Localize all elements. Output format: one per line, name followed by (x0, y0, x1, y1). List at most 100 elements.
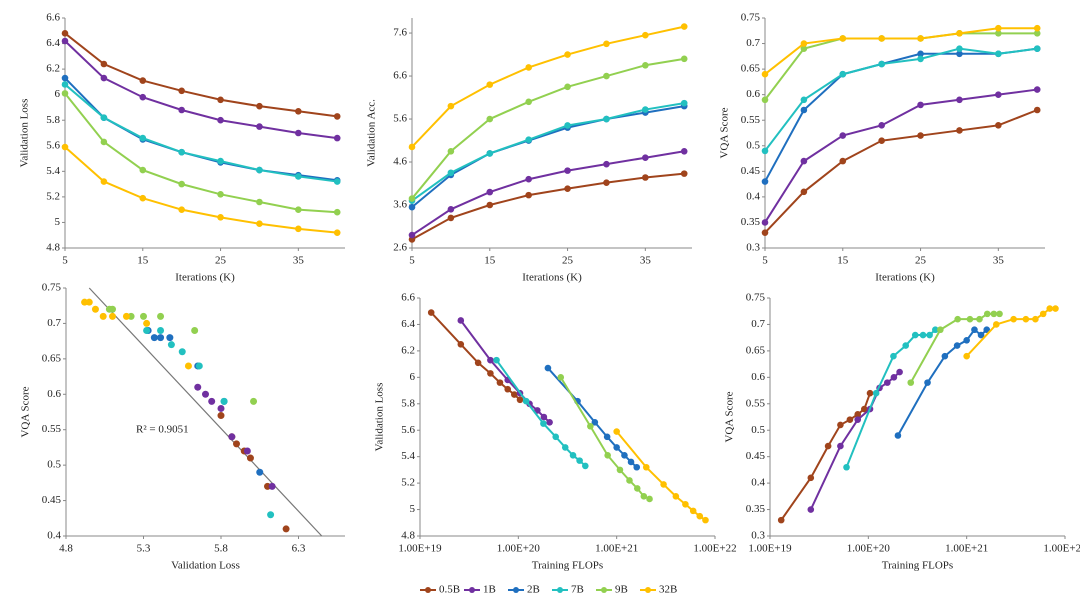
point (100, 178, 108, 185)
point (333, 178, 341, 185)
point (522, 397, 530, 405)
point (256, 198, 263, 206)
legend-label: 0.5B (439, 584, 460, 596)
y-axis-label: VQA Score (719, 107, 731, 158)
y-tick-label: 0.75 (741, 12, 761, 24)
point (256, 102, 263, 110)
point (496, 379, 504, 386)
x-tick-label: 1.00E+19 (748, 543, 792, 555)
legend-label: 7B (571, 584, 584, 596)
point (1032, 315, 1039, 323)
point (546, 418, 553, 426)
point (139, 166, 147, 174)
point (603, 40, 610, 48)
point (878, 137, 885, 144)
series-line (764, 47, 1038, 152)
x-tick-label: 35 (640, 255, 652, 267)
series-line (411, 102, 685, 202)
point (890, 352, 897, 360)
point (1022, 315, 1030, 323)
point (890, 374, 898, 381)
point (956, 45, 963, 52)
point (139, 134, 147, 142)
y-tick-label: 5 (55, 216, 61, 228)
point (486, 81, 494, 88)
point (837, 421, 844, 429)
point (995, 24, 1002, 32)
point (603, 179, 610, 186)
point (217, 191, 224, 198)
point (178, 87, 185, 95)
point (243, 447, 251, 455)
y-tick-label: 6.6 (393, 70, 407, 82)
x-axis-label: Validation Loss (171, 560, 240, 572)
point (474, 359, 482, 367)
y-tick-label: 0.5 (47, 459, 61, 471)
trendline (88, 287, 323, 537)
point (839, 132, 847, 139)
y-tick-label: 5.6 (46, 139, 60, 151)
point (603, 72, 610, 80)
point (878, 122, 885, 129)
y-tick-label: 0.55 (746, 397, 766, 409)
series-line (64, 77, 338, 182)
point (408, 231, 416, 239)
point (582, 462, 589, 470)
point (977, 331, 985, 339)
y-tick-label: 5.6 (401, 424, 415, 436)
point (660, 481, 667, 488)
point (333, 208, 341, 216)
x-tick-label: 1.00E+22 (693, 543, 736, 555)
panel: 0.3 0.35 0.4 0.45 0.5 0.55 0.6 0.65 0.7 0.75 1.00E… (724, 292, 1080, 572)
point (157, 334, 165, 342)
point (917, 50, 924, 58)
legend-marker (513, 587, 519, 593)
point (61, 30, 69, 37)
point (777, 516, 785, 524)
point (613, 444, 620, 451)
point (61, 81, 69, 88)
point (295, 129, 302, 137)
point (640, 493, 648, 500)
point (642, 174, 649, 181)
point (604, 452, 611, 459)
annotation: R² = 0.9051 (136, 424, 189, 436)
point (956, 50, 963, 58)
point (1033, 24, 1041, 32)
point (295, 107, 302, 115)
series-line (64, 92, 338, 214)
point (976, 315, 983, 323)
point (139, 77, 147, 84)
y-tick-label: 0.65 (741, 63, 761, 75)
point (447, 214, 455, 222)
point (1039, 310, 1047, 318)
point (917, 132, 924, 139)
point (457, 317, 465, 324)
point (937, 326, 944, 334)
point (956, 96, 963, 104)
x-tick-label: 15 (137, 255, 149, 267)
y-tick-label: 2.6 (393, 242, 407, 254)
point (1033, 45, 1041, 52)
y-axis-label: Validation Loss (19, 99, 31, 168)
series-line (64, 32, 338, 118)
point (682, 500, 689, 508)
point (1010, 315, 1017, 323)
point (966, 315, 974, 323)
point (642, 154, 649, 162)
panel: 0.3 0.35 0.4 0.45 0.5 0.55 0.6 0.65 0.7 0.75 5 15 25… (719, 12, 1045, 284)
point (800, 96, 808, 104)
point (228, 433, 236, 441)
point (195, 362, 203, 370)
point (256, 220, 263, 228)
point (800, 40, 808, 47)
point (621, 452, 628, 459)
x-axis-label: Training FLOPs (882, 560, 953, 572)
point (627, 458, 635, 466)
x-tick-label: 15 (484, 255, 496, 267)
y-tick-label: 5.6 (393, 113, 407, 125)
point (140, 312, 147, 320)
point (184, 362, 192, 370)
y-tick-label: 4.8 (401, 530, 415, 542)
x-tick-label: 35 (993, 255, 1005, 267)
